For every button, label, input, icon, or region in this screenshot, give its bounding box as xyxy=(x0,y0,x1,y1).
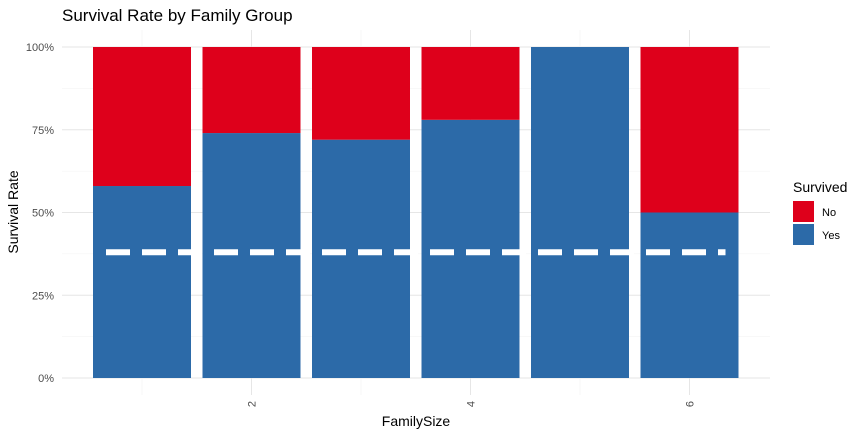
y-tick-label: 25% xyxy=(32,290,54,302)
legend-label-yes: Yes xyxy=(822,230,840,242)
x-axis-title: FamilySize xyxy=(382,413,451,429)
bar-no-4 xyxy=(421,47,520,120)
bar-no-3 xyxy=(312,47,410,140)
bar-no-1 xyxy=(93,47,191,187)
bar-yes-2 xyxy=(202,133,301,378)
x-tick-label: 6 xyxy=(685,401,697,407)
bar-yes-1 xyxy=(93,186,191,378)
chart-title: Survival Rate by Family Group xyxy=(62,6,293,25)
y-tick-label: 50% xyxy=(32,208,54,220)
x-tick-label: 2 xyxy=(247,401,259,407)
legend-key-no xyxy=(793,201,814,222)
legend-entries: No Yes xyxy=(793,201,840,245)
bar-yes-4 xyxy=(421,119,520,378)
bar-yes-5 xyxy=(531,47,629,378)
x-tick-label: 4 xyxy=(466,401,478,407)
legend: Survived No Yes xyxy=(793,179,847,245)
y-tick-label: 0% xyxy=(38,373,54,385)
legend-key-yes xyxy=(793,224,814,245)
x-axis-ticks: 2 4 6 xyxy=(247,401,697,407)
bars xyxy=(93,47,739,378)
y-tick-label: 100% xyxy=(26,42,54,54)
y-axis-ticks: 0% 25% 50% 75% 100% xyxy=(26,42,54,385)
bar-no-6 xyxy=(640,47,739,213)
bar-yes-6 xyxy=(640,212,739,378)
bar-no-2 xyxy=(202,47,301,134)
bar-yes-3 xyxy=(312,139,410,378)
y-tick-label: 75% xyxy=(32,125,54,137)
y-axis-title: Survival Rate xyxy=(5,170,21,253)
legend-title: Survived xyxy=(793,179,847,195)
legend-label-no: No xyxy=(822,207,836,219)
